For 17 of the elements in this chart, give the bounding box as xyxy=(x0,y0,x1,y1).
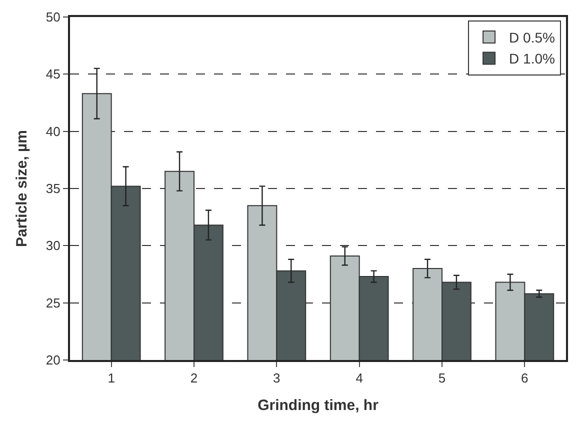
x-tick-label: 5 xyxy=(438,370,446,386)
legend-label: D 1.0% xyxy=(509,50,555,67)
y-tick-label: 35 xyxy=(46,181,60,196)
y-tick-label: 30 xyxy=(46,238,60,254)
y-tick-label: 40 xyxy=(46,124,60,139)
x-tick-label: 4 xyxy=(356,370,363,386)
x-tick-label: 6 xyxy=(521,370,528,386)
y-tick-label: 25 xyxy=(46,295,60,310)
y-axis-title: Particle size, µm xyxy=(14,130,31,248)
y-tick-label: 50 xyxy=(46,10,60,25)
y-tick-label: 20 xyxy=(46,352,60,368)
x-axis-title: Grinding time, hr xyxy=(258,397,379,414)
legend-label: D 0.5% xyxy=(509,29,555,46)
x-tick-label: 3 xyxy=(273,370,280,386)
x-tick-label: 2 xyxy=(190,370,198,386)
x-tick-label: 1 xyxy=(108,370,115,386)
y-tick-label: 45 xyxy=(46,66,60,82)
